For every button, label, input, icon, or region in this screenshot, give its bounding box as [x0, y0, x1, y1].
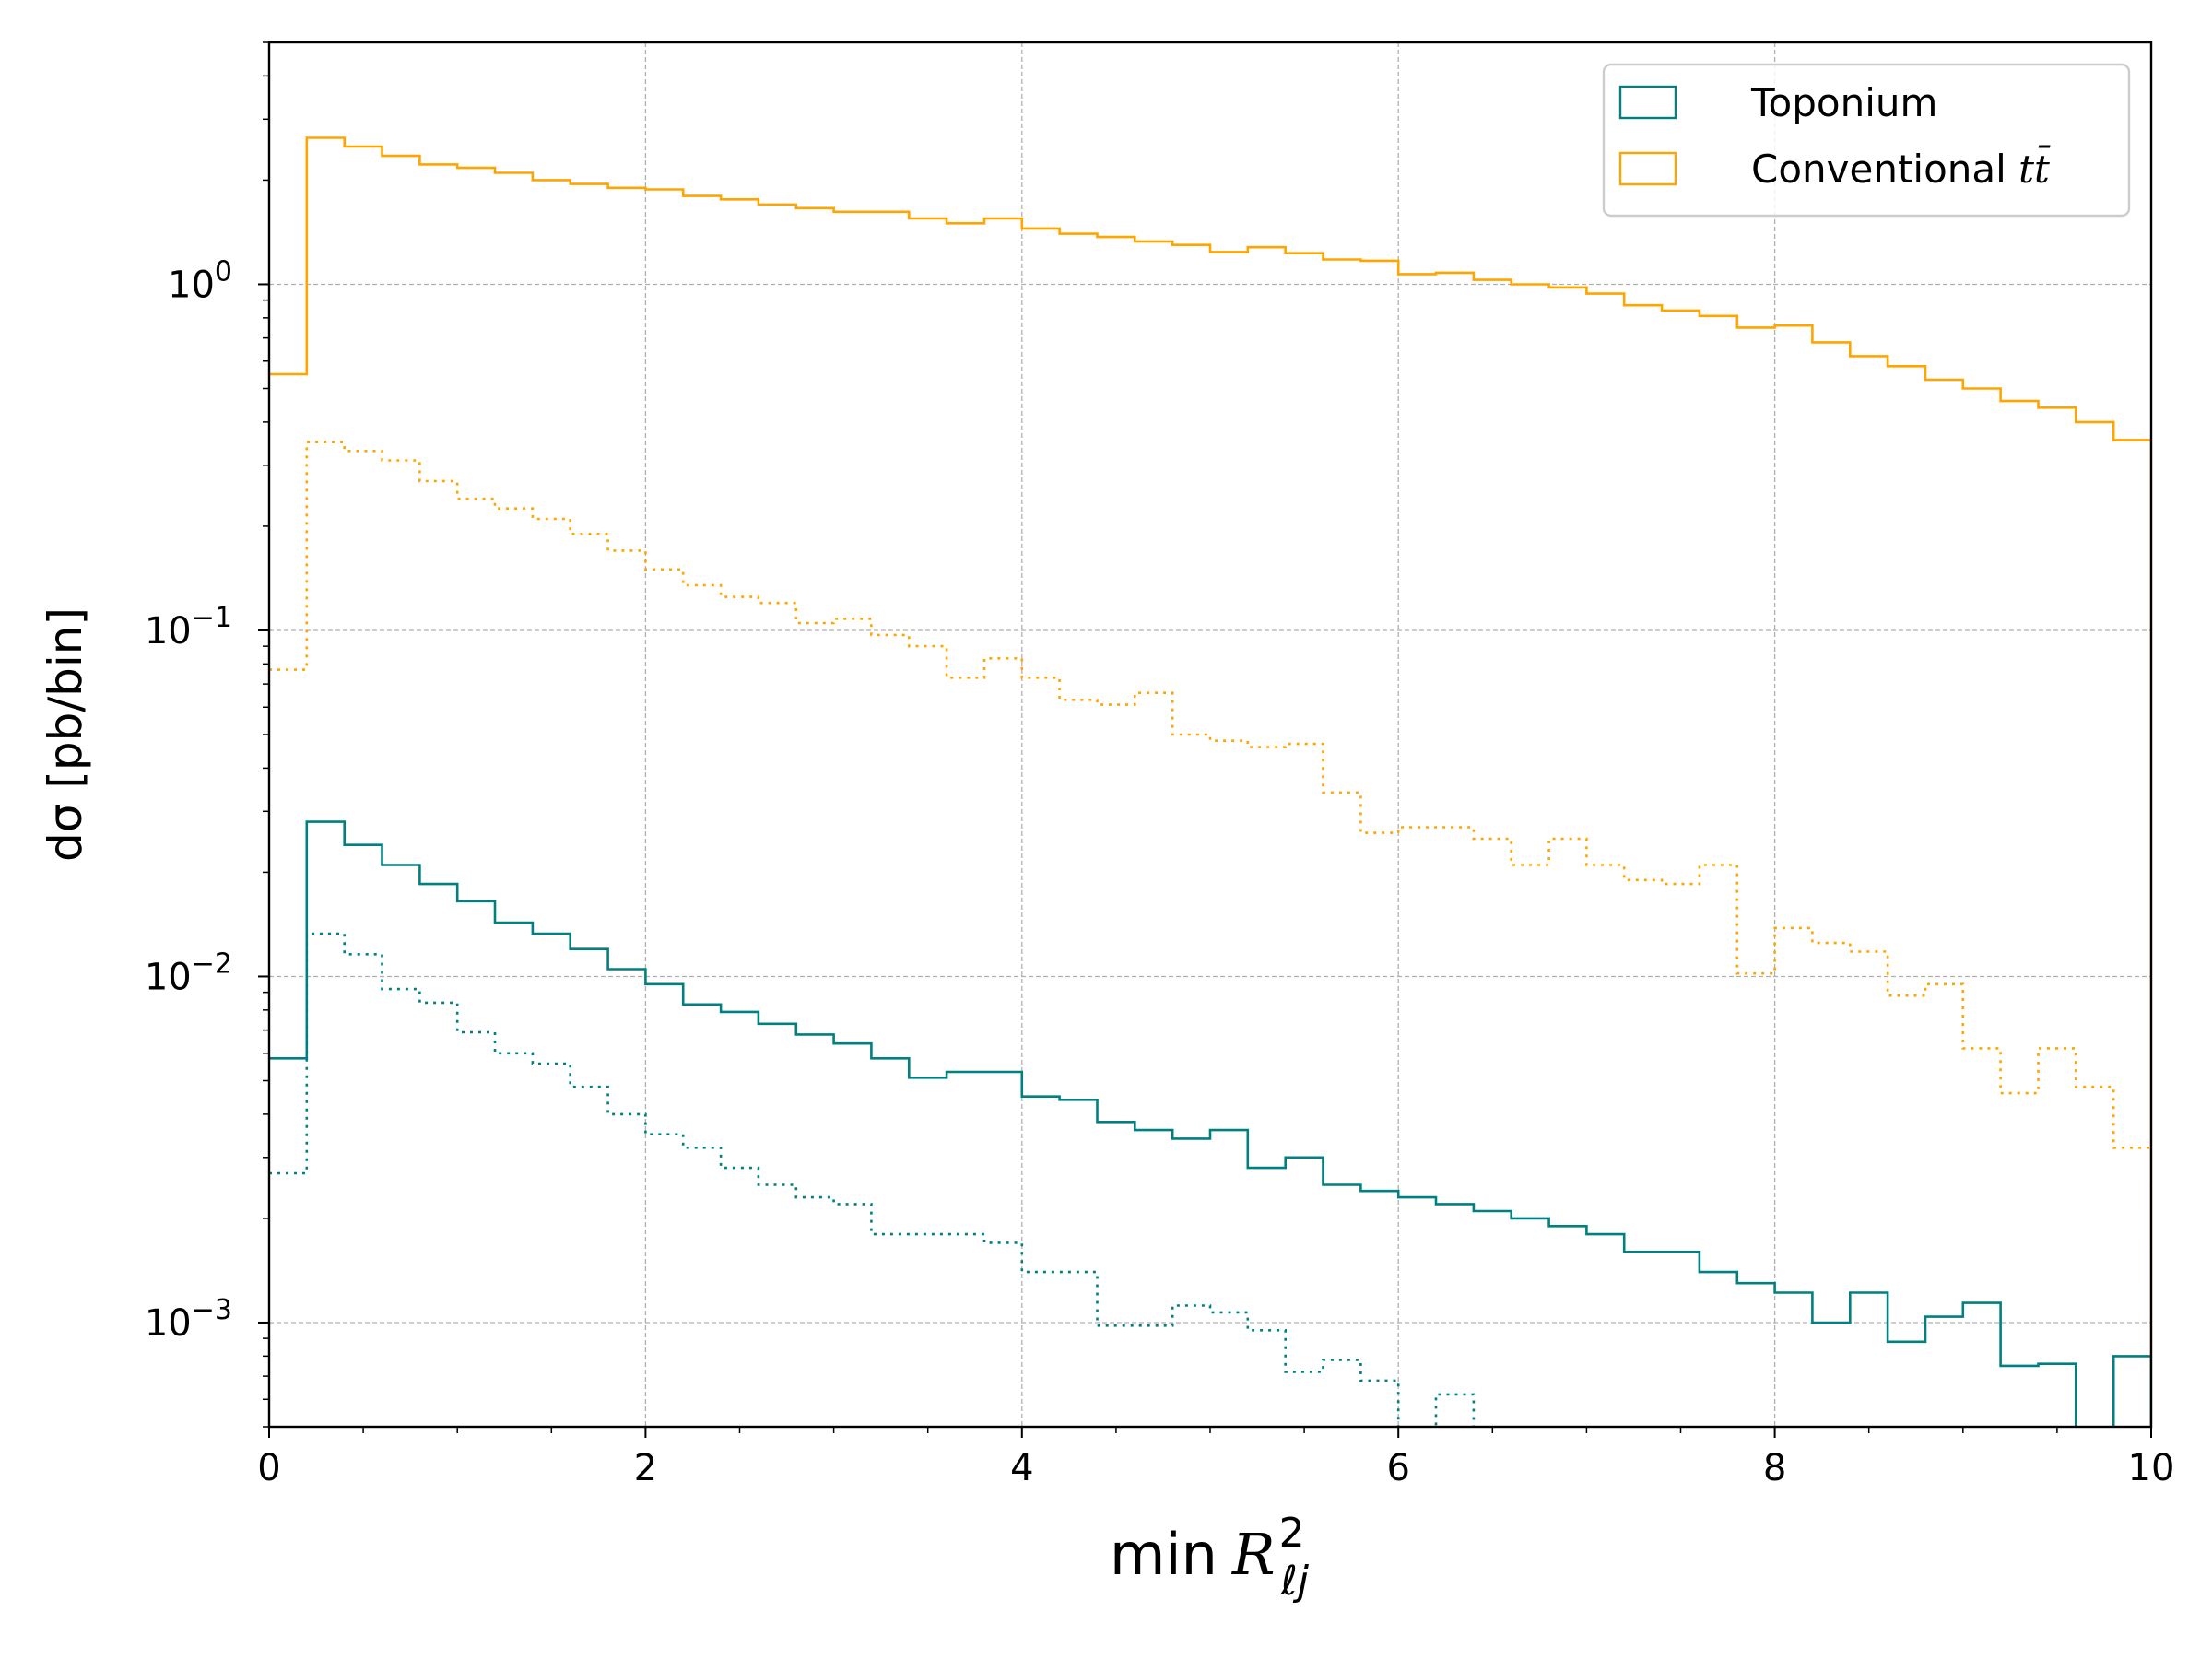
legend-box — [1602, 63, 2131, 218]
x-tick-label: 0 — [257, 1447, 280, 1489]
y-tick-label: 10−1 — [145, 602, 232, 653]
series-conventional-tt-solid — [269, 136, 2151, 1427]
axis-ticks: 0 2 4 6 8 10 100 10−1 10−2 10−3 — [145, 41, 2175, 1489]
y-tick-label: 10−3 — [145, 1294, 232, 1345]
x-tick-label: 8 — [1763, 1447, 1786, 1489]
x-tick-label: 6 — [1386, 1447, 1409, 1489]
y-axis-label: dσ [pb/bin] — [39, 607, 92, 862]
x-axis-label-var: R — [1231, 1521, 1276, 1588]
series-toponium-solid — [269, 820, 2151, 1427]
x-tick-label: 4 — [1010, 1447, 1033, 1489]
legend-swatch-conventional — [1618, 151, 1677, 186]
series-group — [269, 136, 2151, 1427]
legend-label-conventional-math: tt̄ — [2018, 144, 2051, 192]
x-axis-label-min: min — [1110, 1521, 1218, 1588]
x-tick-label: 2 — [634, 1447, 657, 1489]
x-tick-label: 10 — [2128, 1447, 2175, 1489]
legend-label-conventional-text: Conventional — [1751, 147, 2018, 192]
grid — [269, 42, 2151, 1427]
y-tick-label: 10−2 — [145, 947, 232, 998]
series-conventional-tt-dotted — [269, 441, 2151, 1427]
legend-label-conventional: Conventional tt̄ — [1751, 144, 2052, 192]
series-toponium-dotted — [269, 932, 2151, 1427]
legend-label-toponium: Toponium — [1750, 80, 1937, 125]
x-axis-label-sub: ℓj — [1280, 1558, 1310, 1605]
x-axis-label-sup: 2 — [1279, 1510, 1305, 1557]
x-axis-label: min R2 ℓj — [1110, 1510, 1310, 1605]
legend-swatch-toponium — [1618, 85, 1677, 120]
legend: Toponium Conventional tt̄ — [1602, 63, 2131, 218]
y-tick-label: 100 — [168, 255, 232, 306]
